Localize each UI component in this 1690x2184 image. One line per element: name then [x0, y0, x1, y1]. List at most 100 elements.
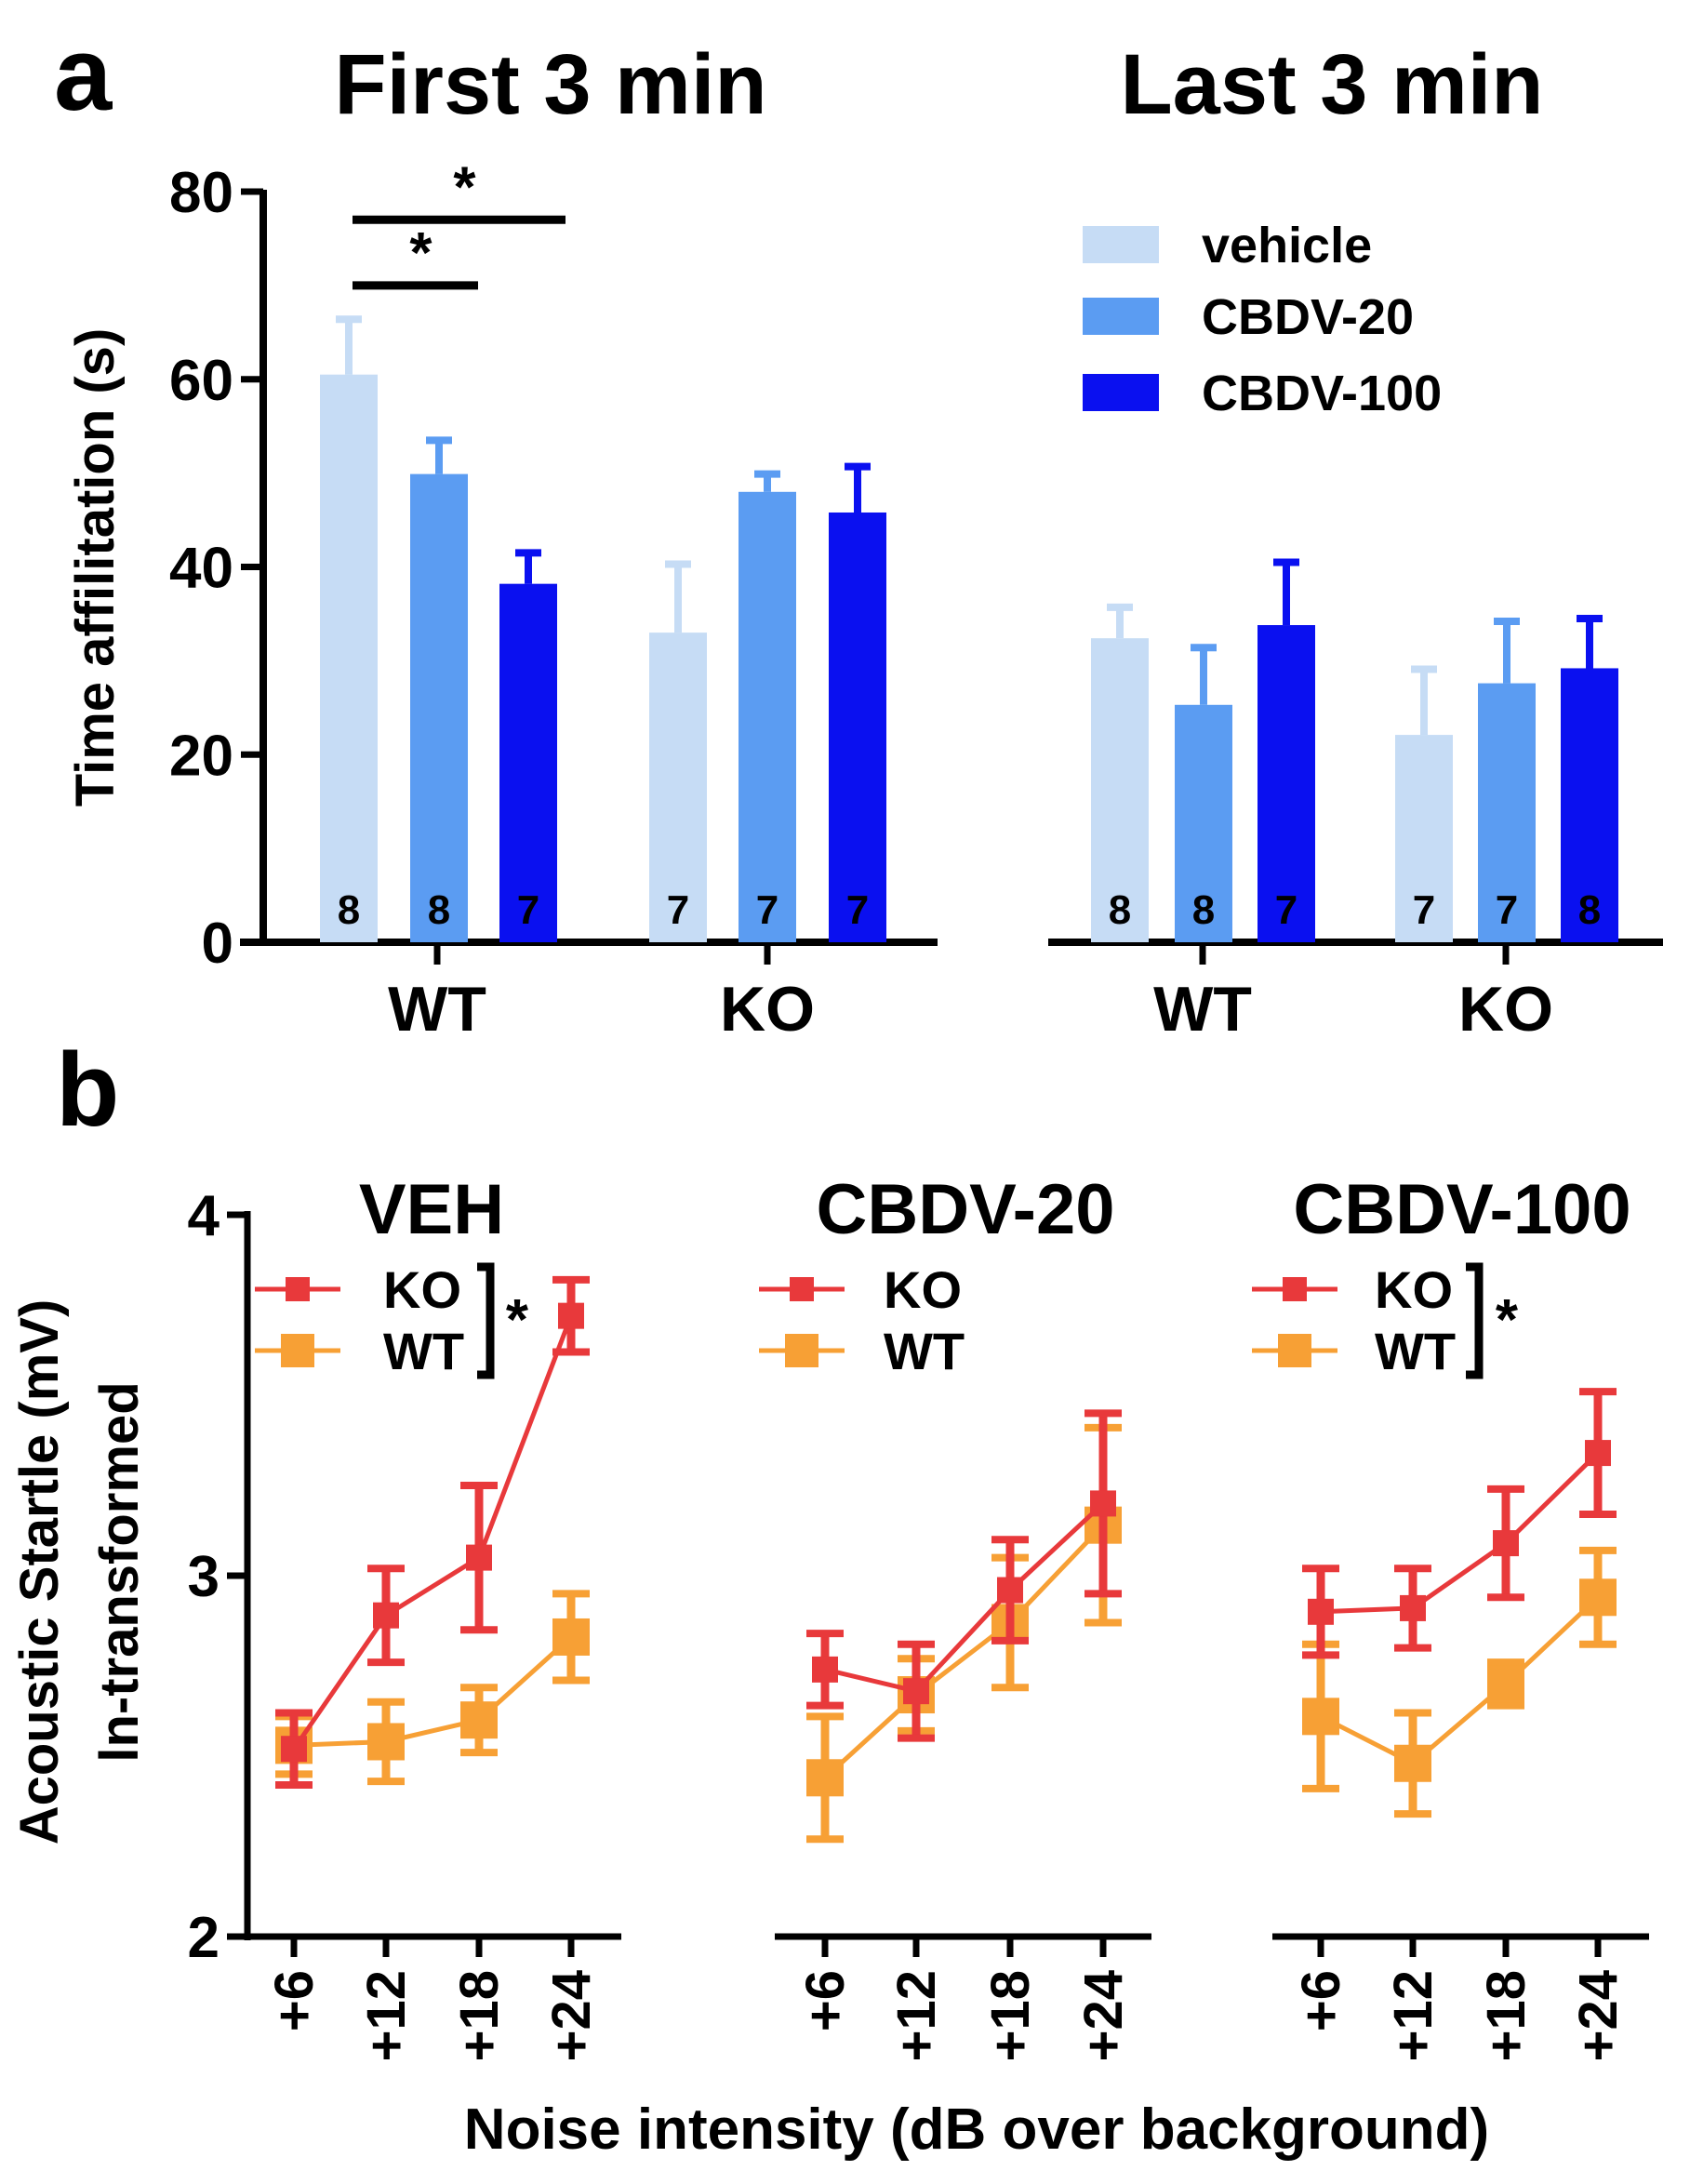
- x-tick-label: +24: [541, 1970, 602, 2061]
- legend-label: KO: [1375, 1260, 1453, 1319]
- data-point-ko: [1585, 1440, 1611, 1467]
- panel-b-letter: b: [56, 1032, 119, 1148]
- x-category-label: WT: [388, 974, 486, 1045]
- legend-a: vehicle CBDV-20 CBDV-100: [1083, 218, 1442, 421]
- panel-title: VEH: [359, 1170, 504, 1249]
- y-tick-label: 60: [169, 349, 233, 413]
- y-axis-label-b: Acoustic Startle (mV): [9, 1299, 70, 1845]
- x-axis-label-b: Noise intensity (dB over background): [464, 2097, 1489, 2162]
- sample-size-label: 7: [756, 887, 778, 933]
- data-point-ko: [373, 1602, 399, 1629]
- legend-label: KO: [383, 1260, 461, 1319]
- x-tick-label: +24: [1568, 1970, 1629, 2061]
- sample-size-label: 7: [1496, 887, 1518, 933]
- data-point-ko: [466, 1544, 492, 1571]
- significance-bracket: [477, 1262, 495, 1379]
- bar: [829, 512, 886, 942]
- chart-title-first: First 3 min: [334, 37, 766, 132]
- y-tick-label: 80: [169, 161, 233, 225]
- x-category-label: KO: [1458, 974, 1553, 1045]
- y-axis-label-a: Time affilitation (s): [65, 328, 126, 807]
- x-tick-label: +18: [980, 1970, 1041, 2061]
- panel-title: CBDV-100: [1293, 1170, 1630, 1249]
- legend-label: vehicle: [1202, 218, 1372, 273]
- x-tick-label: +18: [449, 1970, 510, 2061]
- legend-marker: [286, 1277, 310, 1301]
- data-point-wt: [460, 1701, 498, 1739]
- legend-label: WT: [884, 1322, 965, 1380]
- sample-size-label: 8: [338, 887, 360, 933]
- data-point-ko: [1308, 1598, 1334, 1625]
- y-tick-label: 4: [188, 1184, 220, 1248]
- data-point-wt: [1579, 1578, 1617, 1617]
- x-category-label: WT: [1153, 974, 1252, 1045]
- legend-label: CBDV-20: [1202, 289, 1414, 345]
- data-point-wt: [1302, 1698, 1339, 1736]
- panel-a-letter: a: [54, 16, 113, 132]
- data-point-ko: [997, 1577, 1023, 1604]
- significance-bracket: [1466, 1262, 1484, 1379]
- x-tick-label: +6: [264, 1970, 325, 2031]
- legend-marker: [1278, 1334, 1311, 1367]
- significance-asterisk: *: [453, 155, 476, 220]
- series-line-ko: [824, 1501, 1105, 1694]
- chart-title-last: Last 3 min: [1120, 37, 1543, 132]
- bar: [499, 583, 557, 942]
- bar: [1561, 668, 1618, 942]
- y-axis-label-b-sub: ln-transformed: [89, 1381, 150, 1762]
- x-category-label: KO: [720, 974, 815, 1045]
- legend-marker: [281, 1334, 314, 1367]
- data-point-ko: [1493, 1530, 1519, 1557]
- data-point-wt: [367, 1723, 405, 1761]
- legend-marker: [790, 1277, 814, 1301]
- series-line-wt: [823, 1523, 1105, 1780]
- data-point-ko: [558, 1302, 584, 1329]
- x-tick-label: +18: [1476, 1970, 1537, 2061]
- bar: [1091, 638, 1149, 942]
- bar-chart-last-3-min: WT KO 8 7 8 7 7 8: [1048, 558, 1663, 1045]
- significance-asterisk: *: [506, 1288, 529, 1352]
- sample-size-label: 7: [667, 887, 689, 933]
- panel-title: CBDV-20: [817, 1170, 1115, 1249]
- data-point-ko: [903, 1678, 929, 1705]
- y-tick-label: 0: [202, 912, 233, 976]
- legend-swatch: [1083, 374, 1159, 411]
- sample-size-label: 7: [517, 887, 539, 933]
- data-point-ko: [281, 1736, 307, 1763]
- legend-swatch: [1083, 226, 1159, 263]
- sample-size-label: 7: [846, 887, 869, 933]
- sample-size-label: 8: [1578, 887, 1601, 933]
- bar: [1175, 704, 1232, 942]
- y-tick-label: 3: [188, 1545, 220, 1609]
- series-line-ko: [1320, 1451, 1600, 1615]
- y-tick-label: 40: [169, 537, 233, 601]
- bar: [1258, 625, 1315, 942]
- legend-marker: [785, 1334, 818, 1367]
- x-tick-label: +12: [886, 1970, 947, 2061]
- sample-size-label: 8: [1109, 887, 1131, 933]
- x-tick-label: +6: [1291, 1970, 1351, 2031]
- data-point-wt: [806, 1759, 844, 1797]
- bar: [320, 374, 378, 942]
- x-tick-label: +6: [795, 1970, 856, 2031]
- bar: [649, 633, 707, 942]
- data-point-ko: [1400, 1594, 1426, 1621]
- bar: [739, 491, 796, 942]
- legend-swatch: [1083, 298, 1159, 335]
- sample-size-label: 8: [428, 887, 450, 933]
- series-line-ko: [291, 1314, 574, 1751]
- sample-size-label: 8: [1192, 887, 1215, 933]
- data-point-wt: [552, 1618, 590, 1656]
- bar-chart-first-3-min: 0 20 40 60 80 WT KO 8 7 8 7 7 7 * *: [169, 155, 938, 1045]
- bar: [1395, 735, 1453, 942]
- y-tick-label: 20: [169, 724, 233, 788]
- x-tick-label: +12: [1383, 1970, 1444, 2061]
- data-point-wt: [1394, 1744, 1431, 1782]
- bar: [1478, 683, 1536, 942]
- sample-size-label: 7: [1275, 887, 1297, 933]
- legend-label: WT: [383, 1322, 464, 1380]
- significance-asterisk: *: [1496, 1288, 1519, 1352]
